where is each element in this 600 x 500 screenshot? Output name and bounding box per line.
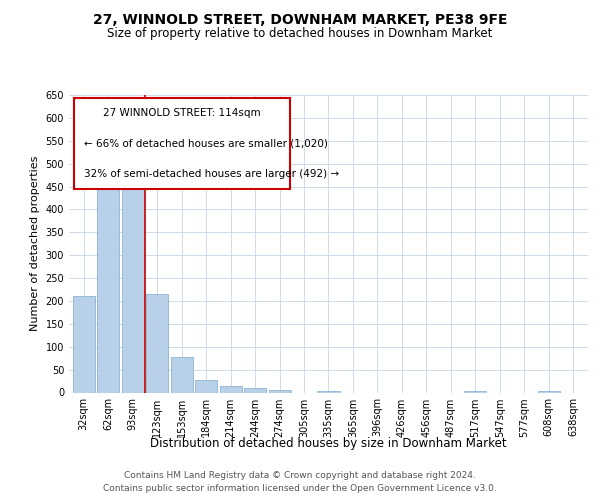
Text: 32% of semi-detached houses are larger (492) →: 32% of semi-detached houses are larger (… bbox=[83, 168, 338, 178]
Bar bbox=[170, 357, 193, 392]
Bar bbox=[538, 391, 560, 392]
FancyBboxPatch shape bbox=[74, 98, 290, 188]
Bar bbox=[97, 150, 119, 392]
Bar bbox=[220, 386, 242, 392]
Text: 27 WINNOLD STREET: 114sqm: 27 WINNOLD STREET: 114sqm bbox=[103, 108, 260, 118]
Text: Contains HM Land Registry data © Crown copyright and database right 2024.: Contains HM Land Registry data © Crown c… bbox=[124, 471, 476, 480]
Bar bbox=[73, 296, 95, 392]
Text: Distribution of detached houses by size in Downham Market: Distribution of detached houses by size … bbox=[151, 438, 507, 450]
Bar bbox=[146, 294, 168, 392]
Text: 27, WINNOLD STREET, DOWNHAM MARKET, PE38 9FE: 27, WINNOLD STREET, DOWNHAM MARKET, PE38… bbox=[93, 12, 507, 26]
Bar bbox=[244, 388, 266, 392]
Bar bbox=[122, 186, 143, 392]
Bar bbox=[464, 391, 487, 392]
Bar bbox=[269, 390, 290, 392]
Text: Size of property relative to detached houses in Downham Market: Size of property relative to detached ho… bbox=[107, 28, 493, 40]
Text: Contains public sector information licensed under the Open Government Licence v3: Contains public sector information licen… bbox=[103, 484, 497, 493]
Y-axis label: Number of detached properties: Number of detached properties bbox=[30, 156, 40, 332]
Text: ← 66% of detached houses are smaller (1,020): ← 66% of detached houses are smaller (1,… bbox=[83, 138, 328, 148]
Bar bbox=[317, 390, 340, 392]
Bar bbox=[195, 380, 217, 392]
